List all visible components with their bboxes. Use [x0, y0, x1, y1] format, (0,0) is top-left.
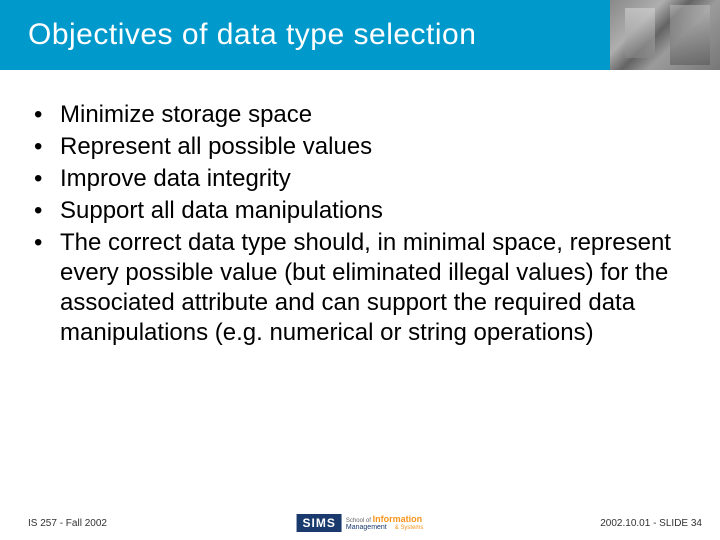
- bullet-icon: •: [30, 132, 60, 162]
- logo-line4: & Systems: [387, 525, 424, 531]
- header-decorative-image: [610, 0, 720, 70]
- slide-title: Objectives of data type selection: [0, 18, 476, 52]
- footer-right-text: 2002.10.01 - SLIDE 34: [600, 518, 702, 529]
- sims-logo-badge: SIMS: [297, 514, 342, 532]
- bullet-icon: •: [30, 100, 60, 130]
- slide-header: Objectives of data type selection: [0, 0, 720, 70]
- bullet-icon: •: [30, 164, 60, 194]
- list-item: • Minimize storage space: [30, 100, 690, 130]
- list-item: • Support all data manipulations: [30, 196, 690, 226]
- list-item: • Improve data integrity: [30, 164, 690, 194]
- bullet-text: Represent all possible values: [60, 132, 690, 162]
- bullet-text: The correct data type should, in minimal…: [60, 228, 690, 348]
- bullet-icon: •: [30, 228, 60, 258]
- slide-footer: IS 257 - Fall 2002 SIMS School of Inform…: [0, 512, 720, 540]
- list-item: • The correct data type should, in minim…: [30, 228, 690, 348]
- bullet-text: Support all data manipulations: [60, 196, 690, 226]
- bullet-text: Improve data integrity: [60, 164, 690, 194]
- list-item: • Represent all possible values: [30, 132, 690, 162]
- bullet-icon: •: [30, 196, 60, 226]
- sims-logo-subtitle: School of Information Management& System…: [346, 515, 424, 531]
- footer-left-text: IS 257 - Fall 2002: [28, 518, 107, 529]
- footer-logo: SIMS School of Information Management& S…: [297, 514, 424, 532]
- logo-line2: Information: [373, 514, 423, 524]
- bullet-text: Minimize storage space: [60, 100, 690, 130]
- slide-body: • Minimize storage space • Represent all…: [0, 70, 720, 348]
- logo-line3: Management: [346, 524, 387, 531]
